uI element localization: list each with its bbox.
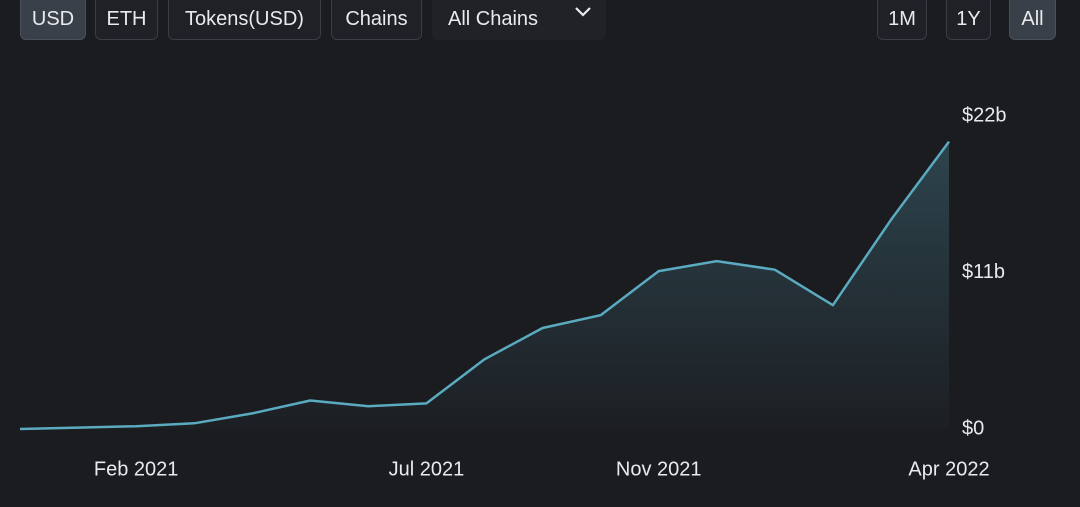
- x-tick-label: Nov 2021: [616, 458, 702, 480]
- button[interactable]: 1Y: [946, 0, 991, 40]
- x-tick-label: Jul 2021: [389, 458, 465, 480]
- button[interactable]: All: [1009, 0, 1056, 40]
- x-tick-label: Apr 2022: [908, 458, 989, 480]
- chevron: [575, 7, 591, 17]
- button[interactable]: ETH: [95, 0, 158, 40]
- y-tick-label: $22b: [962, 104, 1007, 126]
- x-tick-label: Feb 2021: [94, 458, 179, 480]
- button[interactable]: 1M: [877, 0, 927, 40]
- y-tick-label: $11b: [962, 261, 1005, 283]
- dropdown-label: All Chains: [448, 7, 539, 30]
- y-tick-label: $0: [962, 417, 984, 439]
- button[interactable]: USD: [20, 0, 86, 40]
- button[interactable]: Tokens(USD): [168, 0, 321, 40]
- dropdown[interactable]: All Chains: [432, 0, 606, 40]
- line: [19, 140, 951, 431]
- button[interactable]: Chains: [331, 0, 422, 40]
- area: [20, 141, 949, 429]
